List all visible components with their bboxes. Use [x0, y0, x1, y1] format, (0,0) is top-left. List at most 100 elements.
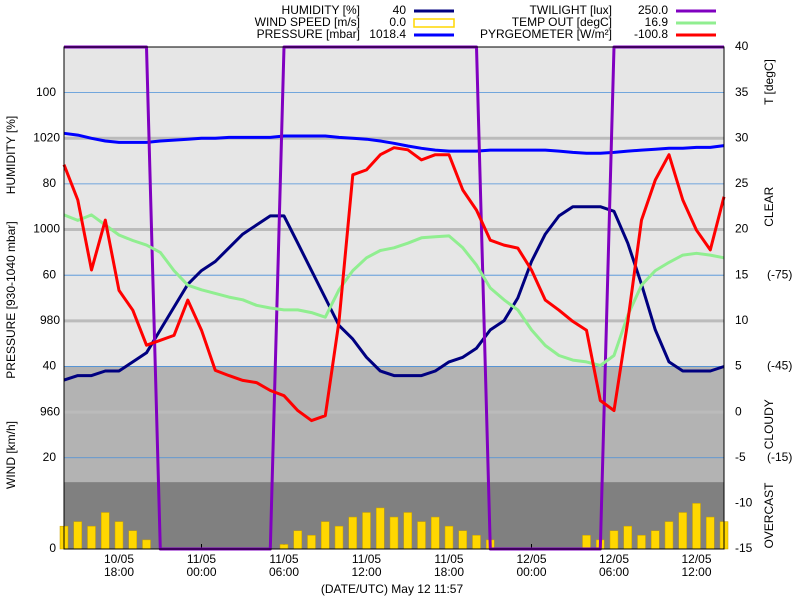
axis-title: WIND [km/h] [4, 421, 18, 489]
x-tick-label: 11/05 06:00 [269, 552, 299, 579]
y-tick-label: 40 [43, 359, 57, 373]
wind-bar [706, 516, 715, 550]
wind-bar [678, 512, 687, 550]
x-tick-label-line: 12/05 [681, 552, 711, 566]
x-tick-label-line: 10/05 [104, 552, 134, 566]
legend-label: WIND SPEED [m/s] [255, 15, 360, 29]
x-tick-label-line: 06:00 [599, 565, 629, 579]
y-tick-label: 30 [735, 130, 749, 144]
y-tick-label: 1000 [33, 222, 60, 236]
legend-label: PYRGEOMETER [W/m²] [480, 27, 612, 41]
y-tick-label: 100 [36, 85, 56, 99]
series-line [63, 205, 725, 382]
legend-label: TWILIGHT [lux] [530, 3, 612, 17]
y-tick-label: 960 [40, 404, 60, 418]
wind-bar [128, 530, 137, 550]
wind-bar [403, 512, 412, 550]
wind-bar [362, 512, 371, 550]
wind-bar [321, 521, 330, 550]
wind-bar [142, 539, 151, 550]
y-tick-label: 60 [43, 267, 57, 281]
x-tick-label-line: 00:00 [516, 565, 546, 579]
wind-bar [431, 516, 440, 550]
wind-bar [664, 521, 674, 550]
sky-band-label: CLEAR [762, 186, 776, 226]
x-tick-label-line: 11/05 [269, 552, 298, 566]
wind-bar [348, 516, 357, 550]
y-tick-label: -15 [735, 541, 753, 555]
x-tick-label: 12/05 06:00 [599, 552, 629, 579]
y-tick-label: 980 [40, 313, 60, 327]
wind-bar [293, 530, 302, 550]
x-tick-label-line: 12/05 [516, 552, 546, 566]
legend-label: PRESSURE [mbar] [257, 27, 360, 41]
wind-bar [472, 535, 481, 550]
wind-bar [637, 535, 646, 550]
sky-band [64, 47, 724, 367]
wind-bar [609, 530, 619, 550]
x-tick-label: 11/05 12:00 [351, 552, 381, 579]
wind-bar [651, 530, 660, 550]
series-line [63, 131, 725, 155]
x-tick-label-line: 11/05 [434, 552, 463, 566]
wind-bar [444, 525, 454, 550]
y-tick-label: 10 [735, 313, 749, 327]
legend-value: 250.0 [638, 3, 668, 17]
x-tick-label: 12/05 00:00 [516, 552, 546, 579]
x-tick-label-line: 12:00 [351, 565, 381, 579]
legend-value: -100.8 [634, 27, 668, 41]
x-tick-label-line: 12/05 [599, 552, 629, 566]
sky-band [64, 366, 724, 483]
legend-value: 1018.4 [369, 27, 406, 41]
y-tick-label: 5 [735, 359, 742, 373]
sky-band-label: OVERCAST [762, 482, 776, 549]
y-tick-label: 80 [43, 176, 57, 190]
y-tick-label: 20 [735, 222, 749, 236]
wind-bar [417, 521, 426, 550]
x-tick-label-line: 18:00 [104, 565, 134, 579]
legend-value: 0.0 [389, 15, 406, 29]
wind-bar [623, 525, 632, 550]
y-tick-label: (-45) [767, 359, 792, 373]
wind-bar [582, 535, 591, 550]
x-tick-label-line: 00:00 [186, 565, 216, 579]
y-tick-label: 0 [735, 404, 742, 418]
y-tick-label: (-15) [767, 450, 792, 464]
wind-bar [114, 521, 124, 550]
wind-bar [307, 535, 316, 550]
y-tick-label: 20 [43, 450, 57, 464]
y-tick-label: -5 [735, 450, 746, 464]
x-tick-label: 11/05 00:00 [186, 552, 216, 579]
wind-bar [101, 512, 110, 550]
x-axis-title: (DATE/UTC) May 12 11:57 [321, 582, 464, 596]
wind-bar [73, 521, 82, 550]
series-line [62, 146, 726, 423]
x-tick-label: 12/05 12:00 [681, 552, 711, 579]
legend-label: TEMP OUT [degC] [512, 15, 612, 29]
x-tick-label-line: 11/05 [352, 552, 381, 566]
legend-swatch [413, 18, 455, 28]
x-tick-label-line: 12:00 [681, 565, 711, 579]
axis-title: PRESSURE [930-1040 mbar] [4, 221, 18, 378]
y-tick-label: 40 [735, 39, 749, 53]
x-tick-label: 11/05 18:00 [434, 552, 464, 579]
sky-band-label: CLOUDY [762, 399, 776, 449]
axis-title: HUMIDITY [%] [4, 116, 18, 194]
plot-frame [63, 46, 725, 550]
x-tick-label-line: 18:00 [434, 565, 464, 579]
legend-value: 40 [393, 3, 407, 17]
wind-bar [334, 525, 344, 550]
wind-bar [692, 503, 701, 550]
y-tick-label: 0 [49, 541, 56, 555]
wind-bar [279, 544, 289, 550]
y-tick-label: 35 [735, 85, 749, 99]
y-tick-label: 15 [735, 267, 749, 281]
wind-bar [376, 507, 385, 550]
y-tick-label: 1020 [33, 130, 60, 144]
x-tick-label-line: 11/05 [187, 552, 216, 566]
wind-bar [87, 525, 96, 550]
y-tick-label: 25 [735, 176, 749, 190]
wind-bar [458, 530, 467, 550]
